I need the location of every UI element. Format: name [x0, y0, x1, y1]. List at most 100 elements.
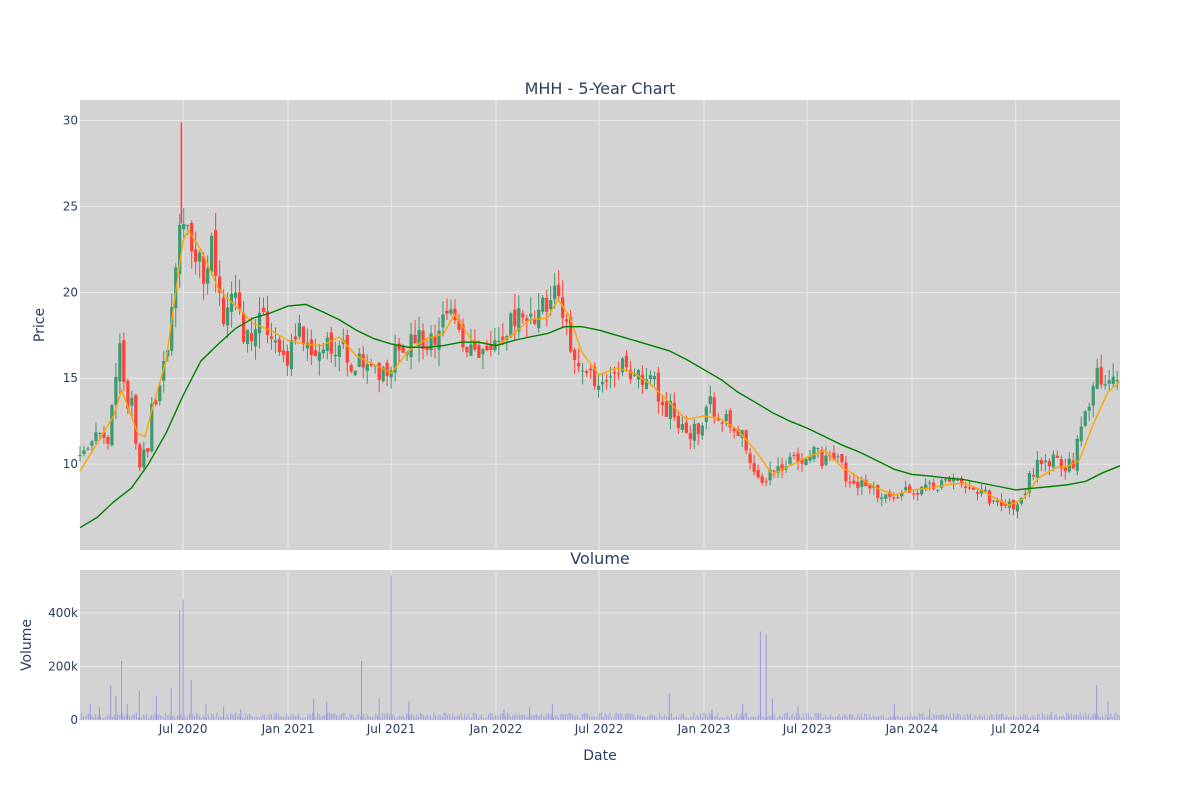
- candle-body: [1095, 367, 1099, 389]
- candle-body: [588, 368, 593, 371]
- candle-body: [592, 366, 597, 387]
- candle-body: [848, 482, 852, 484]
- candle-body: [660, 401, 664, 406]
- volume-y-tick-label: 200k: [48, 659, 78, 673]
- price-y-tick-label: 30: [63, 114, 78, 128]
- candle-body: [824, 455, 828, 465]
- candle-body: [1047, 460, 1051, 467]
- candle-body: [860, 480, 864, 487]
- candle-body: [604, 380, 609, 382]
- candle-body: [581, 370, 585, 372]
- date-x-tick-label: Jan 2023: [677, 722, 731, 736]
- candle-body: [708, 396, 712, 405]
- candle-body: [880, 497, 884, 500]
- candle-body: [429, 333, 433, 351]
- candle-body: [253, 329, 258, 347]
- candle-body: [764, 481, 768, 483]
- candle-body: [433, 336, 437, 345]
- candle-body: [118, 343, 122, 382]
- candle-body: [971, 488, 976, 490]
- candle-body: [728, 410, 732, 428]
- candle-body: [656, 372, 661, 402]
- candle-body: [600, 382, 605, 385]
- short-moving-average-line: [79, 229, 1121, 507]
- candle-body: [696, 423, 700, 435]
- candle-body: [596, 385, 601, 390]
- candle-body: [1027, 472, 1031, 493]
- candle-body: [664, 401, 668, 417]
- candle-body: [940, 480, 944, 488]
- candle-body: [896, 497, 900, 499]
- date-x-tick-label: Jan 2024: [885, 722, 939, 736]
- candle-body: [321, 349, 325, 354]
- volume-bars: [79, 575, 1120, 720]
- candle-body: [421, 330, 425, 349]
- candle-body: [485, 345, 489, 351]
- candle-body: [94, 432, 98, 442]
- candle-body: [397, 343, 401, 351]
- candle-body: [309, 339, 313, 355]
- candle-body: [233, 292, 238, 298]
- candle-body: [273, 340, 278, 343]
- candle-body: [620, 358, 625, 373]
- candle-body: [652, 375, 657, 380]
- candle-body: [553, 285, 557, 300]
- candle-body: [114, 376, 118, 405]
- candle-body: [82, 450, 86, 454]
- candle-body: [377, 362, 381, 381]
- candle-body: [700, 425, 704, 436]
- price-gridlines: [80, 100, 1120, 550]
- candle-body: [612, 372, 617, 374]
- volume-plot-area: [80, 570, 1120, 720]
- candle-body: [345, 335, 349, 363]
- candle-body: [86, 448, 90, 450]
- candle-body: [756, 469, 760, 477]
- candle-body: [170, 307, 174, 351]
- candle-body: [573, 349, 577, 360]
- candle-body: [963, 486, 968, 489]
- candle-body: [1091, 385, 1095, 406]
- candle-body: [1003, 503, 1008, 506]
- candle-body: [752, 463, 756, 472]
- volume-axis-title: Volume: [19, 619, 35, 671]
- candle-body: [206, 268, 210, 284]
- candle-body: [760, 476, 764, 483]
- candle-body: [481, 349, 485, 355]
- candle-body: [393, 344, 397, 373]
- candle-body: [533, 318, 537, 325]
- candle-body: [301, 326, 305, 345]
- candle-body: [218, 276, 222, 293]
- candle-body: [732, 428, 736, 432]
- candle-body: [517, 308, 521, 332]
- candle-body: [557, 284, 561, 297]
- candle-body: [1087, 406, 1091, 411]
- candle-body: [353, 370, 357, 376]
- candle-body: [425, 347, 429, 351]
- candle-body: [465, 346, 469, 353]
- candle-body: [987, 490, 992, 504]
- candle-body: [461, 324, 465, 348]
- candle-body: [369, 363, 373, 366]
- candle-body: [884, 494, 888, 499]
- price-y-tick-label: 10: [63, 457, 78, 471]
- candle-body: [776, 466, 780, 473]
- candle-body: [952, 477, 956, 482]
- candle-body: [648, 375, 653, 379]
- candle-body: [122, 340, 126, 383]
- candle-body: [445, 310, 449, 314]
- candle-body: [680, 424, 684, 430]
- candle-body: [856, 481, 860, 488]
- candle-body: [305, 342, 309, 349]
- candle-body: [900, 492, 904, 497]
- candle-body: [106, 437, 110, 444]
- candle-body: [138, 444, 142, 468]
- candle-body: [561, 297, 565, 318]
- candle-body: [772, 470, 776, 472]
- candle-body: [768, 469, 772, 481]
- candle-body: [509, 313, 513, 337]
- candle-body: [800, 458, 804, 464]
- candle-body: [928, 482, 932, 484]
- candle-body: [608, 376, 613, 378]
- candle-body: [1039, 460, 1043, 465]
